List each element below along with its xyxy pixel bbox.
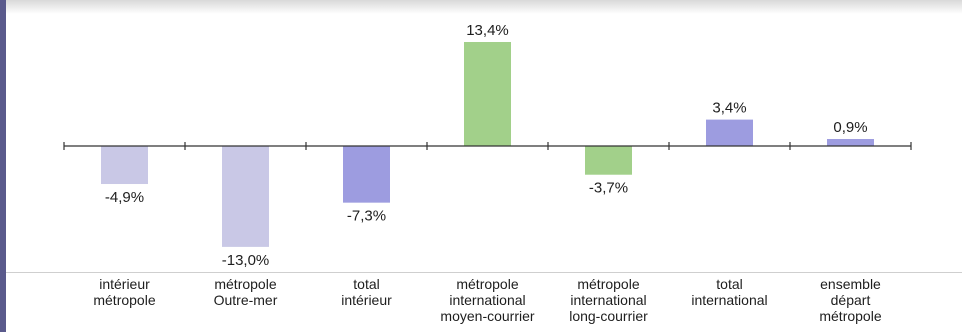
value-label-2: -7,3% — [347, 208, 386, 225]
bar-2 — [343, 146, 390, 203]
category-label-5: total international — [691, 276, 768, 308]
value-label-5: 3,4% — [712, 100, 746, 117]
bar-1 — [222, 146, 269, 247]
value-label-6: 0,9% — [833, 119, 867, 136]
category-label-4: métropole international long-courrier — [569, 276, 648, 324]
category-label-3: métropole international moyen-courrier — [440, 276, 535, 324]
value-label-3: 13,4% — [466, 22, 509, 39]
top-shadow — [6, 0, 962, 14]
bar-6 — [827, 139, 874, 146]
value-label-1: -13,0% — [222, 252, 270, 269]
left-accent-strip — [0, 0, 6, 332]
bar-3 — [464, 42, 511, 146]
chart-frame: -4,9% -13,0% -7,3% 13,4% -3,7% 3,4% 0,9% — [6, 14, 962, 273]
bar-5 — [706, 119, 753, 146]
category-label-1: métropole Outre-mer — [213, 276, 278, 308]
category-label-6: ensemble départ métropole — [819, 276, 882, 324]
bar-chart: -4,9% -13,0% -7,3% 13,4% -3,7% 3,4% 0,9% — [63, 22, 912, 269]
category-label-2: total intérieur — [341, 276, 392, 308]
value-label-0: -4,9% — [105, 189, 144, 206]
bar-4 — [585, 146, 632, 175]
category-label-0: intérieur métropole — [93, 276, 156, 308]
value-label-4: -3,7% — [589, 180, 628, 197]
bar-0 — [101, 146, 148, 185]
